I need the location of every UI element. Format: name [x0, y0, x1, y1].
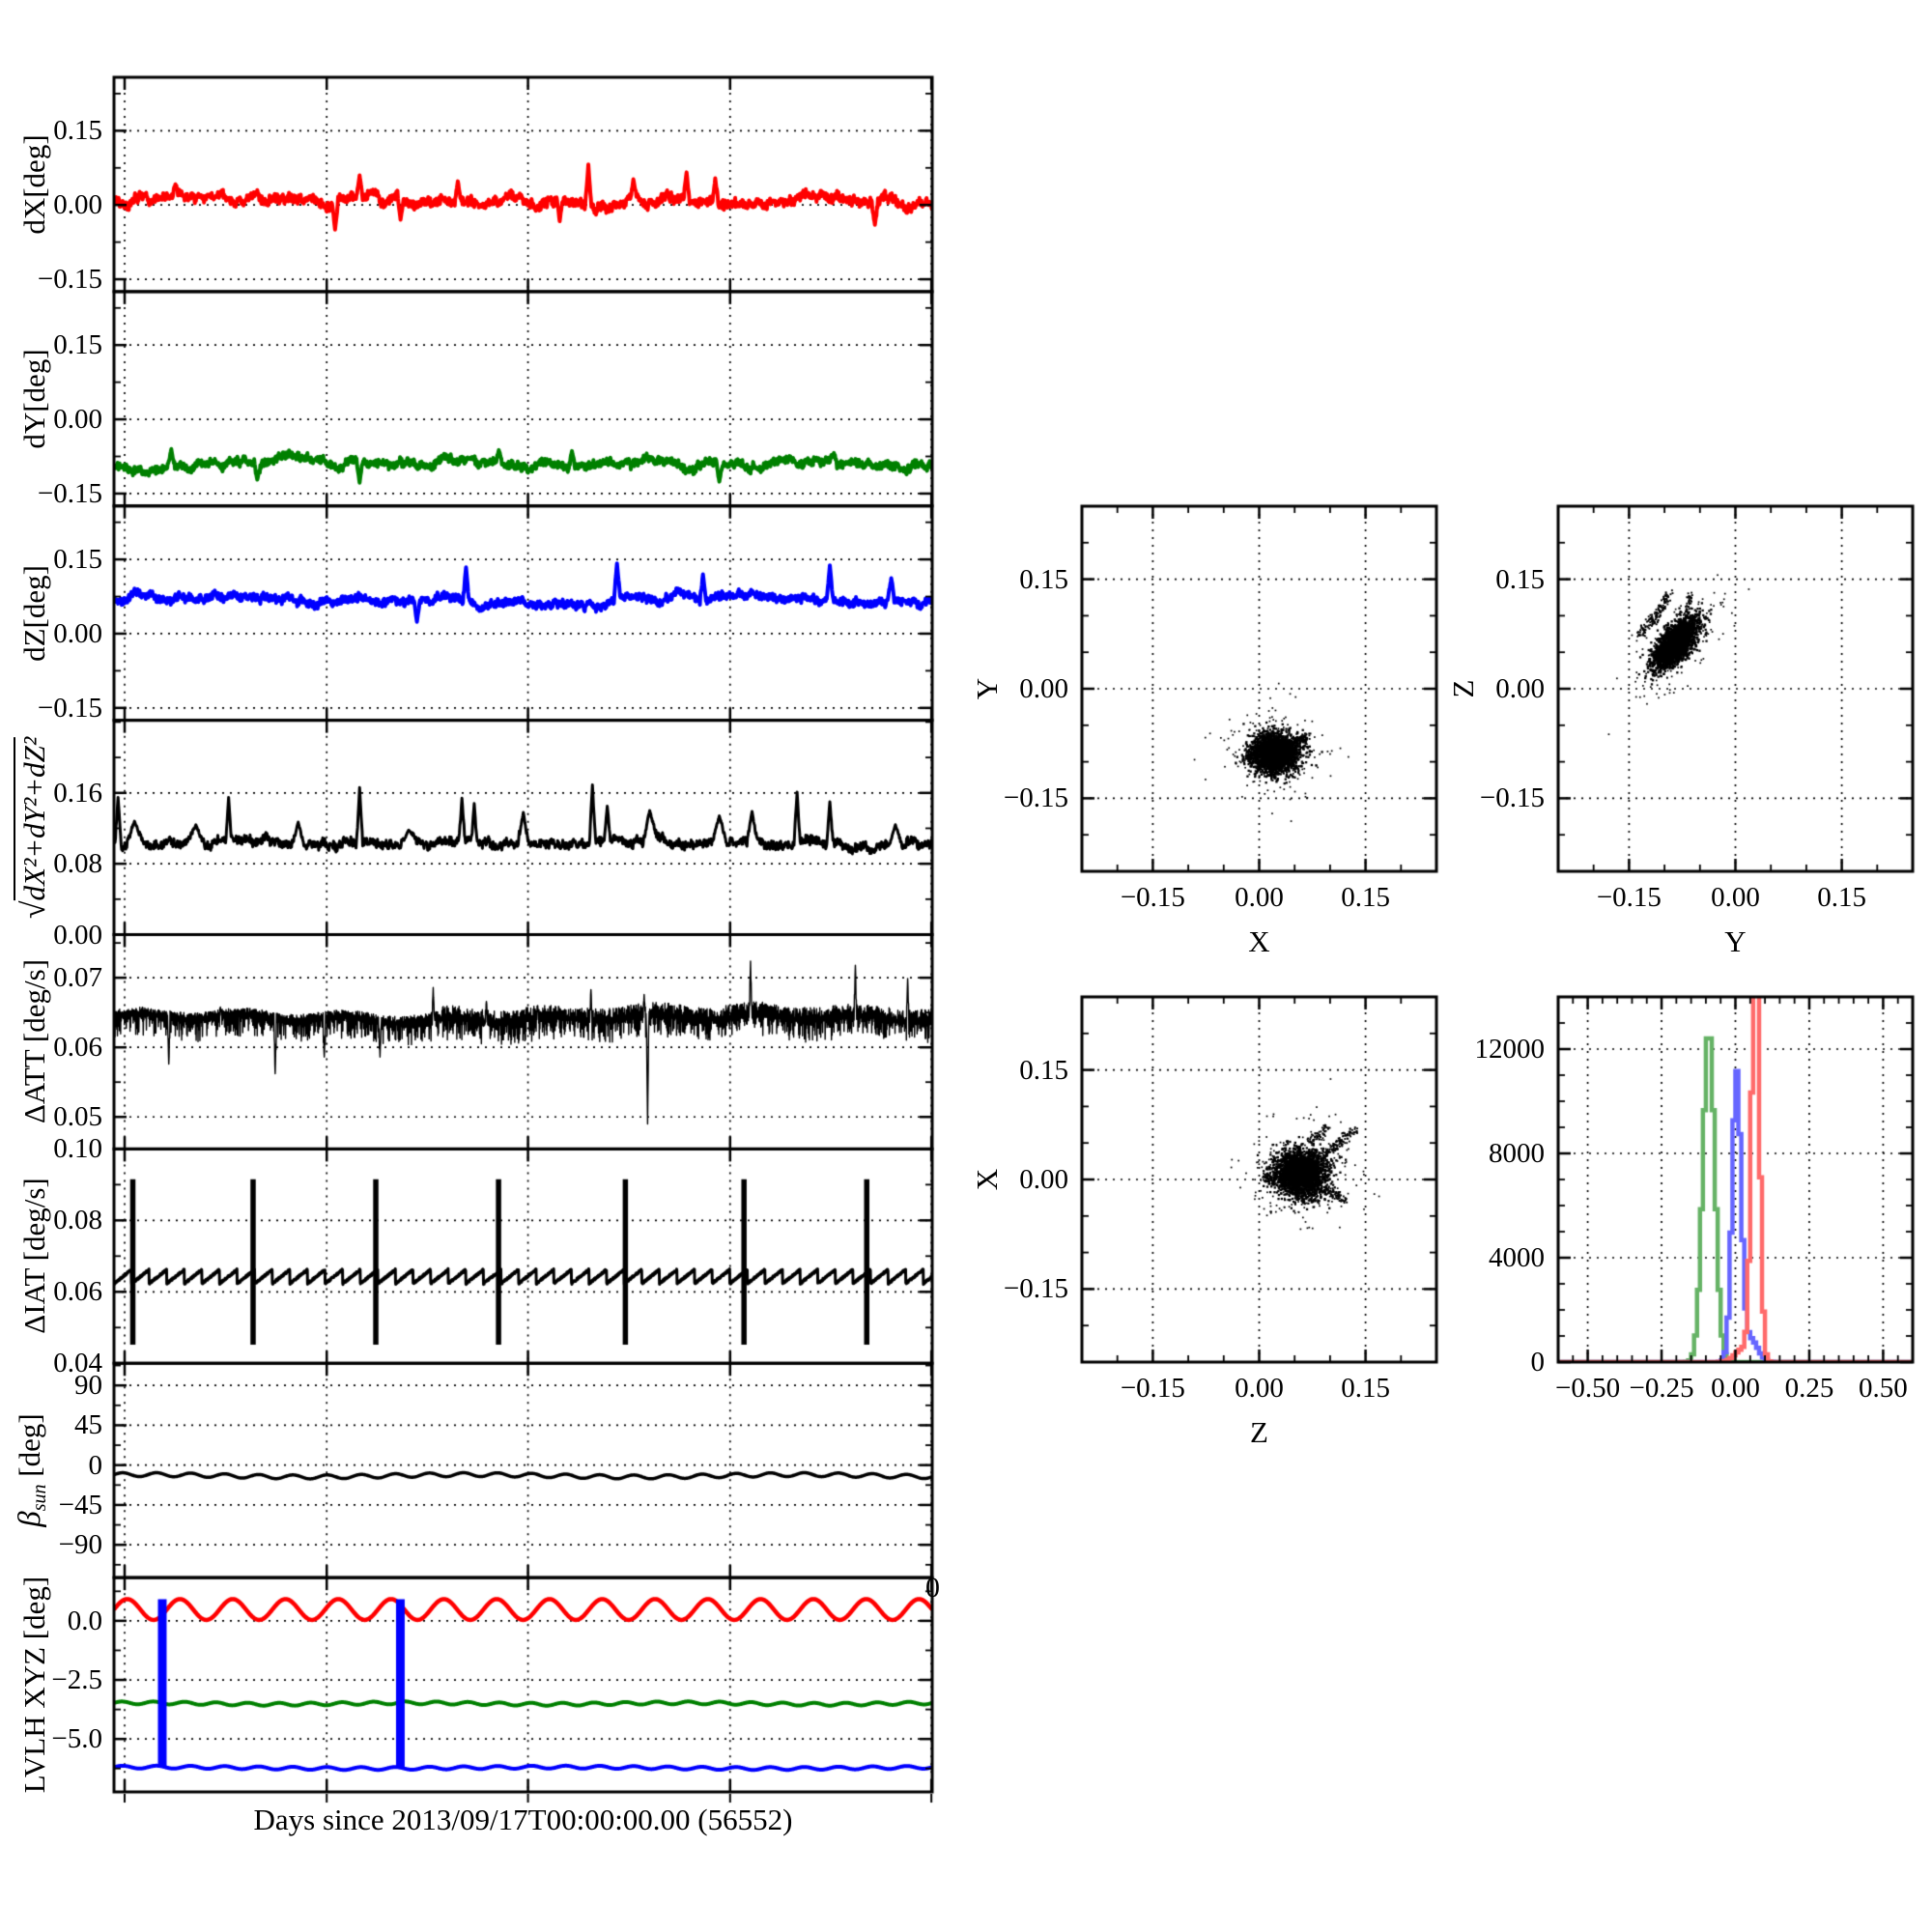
- y-tick-label-dz: −0.15: [37, 692, 102, 724]
- y-tick-label-dy: 0.15: [53, 329, 102, 361]
- y-tick-label-dz: 0.15: [53, 544, 102, 576]
- x-tick-label-scatter-zx: 0.15: [1341, 1373, 1390, 1404]
- plot-dx: [114, 77, 932, 292]
- sqrt-symbol: √: [16, 900, 52, 919]
- y-tick-label-scatter-zx: 0.15: [1019, 1054, 1068, 1086]
- y-tick-label-scatter-yz: 0.15: [1495, 563, 1545, 595]
- y-tick-label-scatter-zx: −0.15: [1003, 1273, 1068, 1305]
- stray-x-tick-label: 0: [925, 1572, 940, 1604]
- beta-subscript: sun: [29, 1484, 50, 1512]
- x-axis-label-scatter-zx: Z: [1250, 1415, 1268, 1449]
- x-tick-label-hist: 0.50: [1859, 1373, 1908, 1404]
- y-tick-label-iat: 0.10: [53, 1133, 102, 1165]
- y-axis-label-att: ΔATT [deg/s]: [17, 959, 51, 1124]
- x-tick-label-scatter-xy: 0.00: [1235, 882, 1284, 913]
- x-tick-label-scatter-zx: −0.15: [1120, 1373, 1185, 1404]
- x-axis-label-scatter-xy: X: [1248, 924, 1270, 958]
- x-axis-label: Days since 2013/09/17T00:00:00.00 (56552…: [253, 1803, 793, 1836]
- y-tick-label-bsun: −90: [58, 1529, 102, 1561]
- y-tick-label-hist: 0: [1530, 1347, 1546, 1378]
- y-tick-label-bsun: −45: [58, 1489, 102, 1520]
- y-tick-label-lvlh: 0.0: [67, 1605, 102, 1636]
- y-tick-label-iat: 0.06: [53, 1276, 102, 1308]
- y-tick-label-mag: 0.08: [53, 848, 102, 880]
- y-tick-label-att: 0.07: [53, 962, 102, 994]
- x-tick-label-hist: −0.25: [1629, 1373, 1694, 1404]
- y-tick-label-hist: 4000: [1489, 1242, 1545, 1273]
- y-tick-label-iat: 0.04: [53, 1348, 102, 1379]
- y-axis-label-lvlh: LVLH XYZ [deg]: [17, 1576, 51, 1794]
- y-tick-label-bsun: 90: [74, 1370, 102, 1402]
- y-axis-label-mag: √dX²+dY²+dZ²: [14, 736, 52, 919]
- beta-symbol: β: [13, 1511, 47, 1527]
- y-axis-label-scatter-yz: Z: [1446, 679, 1480, 698]
- plot-scatter-xy: [1082, 506, 1436, 871]
- y-tick-label-scatter-xy: 0.00: [1019, 673, 1068, 704]
- y-axis-label-scatter-zx: X: [970, 1168, 1004, 1191]
- plot-bsun: [114, 1363, 932, 1577]
- y-tick-label-dx: 0.00: [53, 189, 102, 221]
- y-tick-label-scatter-xy: 0.15: [1019, 563, 1068, 595]
- y-tick-label-scatter-yz: −0.15: [1479, 782, 1545, 814]
- y-tick-label-lvlh: −2.5: [51, 1664, 102, 1696]
- x-tick-label-hist: −0.50: [1555, 1373, 1621, 1404]
- y-tick-label-iat: 0.08: [53, 1205, 102, 1236]
- plot-lvlh: [114, 1577, 932, 1792]
- plot-dz: [114, 506, 932, 721]
- y-tick-label-bsun: 45: [74, 1409, 102, 1441]
- y-axis-label-bsun: βsun [deg]: [13, 1413, 56, 1527]
- y-tick-label-dy: −0.15: [37, 477, 102, 509]
- sqrt-body: dX²+dY²+dZ²: [14, 736, 51, 901]
- y-axis-label-dy: dY[deg]: [17, 349, 51, 449]
- y-tick-label-scatter-yz: 0.00: [1495, 673, 1545, 704]
- y-tick-label-att: 0.06: [53, 1032, 102, 1064]
- y-tick-label-lvlh: −5.0: [51, 1723, 102, 1755]
- y-axis-label-scatter-xy: Y: [970, 677, 1004, 700]
- y-tick-label-scatter-zx: 0.00: [1019, 1164, 1068, 1195]
- plot-scatter-zx: [1082, 997, 1436, 1362]
- scatter-xy-canvas: [1078, 502, 1440, 875]
- left-timeseries-canvas: [110, 73, 936, 1809]
- y-tick-label-bsun: 0: [88, 1449, 103, 1481]
- y-axis-label-dz: dZ[deg]: [17, 564, 51, 662]
- plot-dy: [114, 292, 932, 506]
- y-axis-label-dx: dX[deg]: [17, 134, 51, 235]
- x-tick-label-hist: 0.00: [1711, 1373, 1760, 1404]
- histogram-canvas: [1554, 993, 1917, 1366]
- y-tick-label-dy: 0.00: [53, 404, 102, 436]
- x-tick-label-scatter-xy: −0.15: [1120, 882, 1185, 913]
- y-tick-label-dx: −0.15: [37, 264, 102, 296]
- x-tick-label-scatter-yz: 0.15: [1817, 882, 1866, 913]
- scatter-yz-canvas: [1554, 502, 1917, 875]
- y-tick-label-att: 0.05: [53, 1101, 102, 1133]
- x-tick-label-hist: 0.25: [1784, 1373, 1834, 1404]
- y-tick-label-mag: 0.16: [53, 777, 102, 809]
- y-tick-label-scatter-xy: −0.15: [1003, 782, 1068, 814]
- x-tick-label-scatter-yz: 0.00: [1711, 882, 1760, 913]
- y-tick-label-dx: 0.15: [53, 115, 102, 147]
- x-tick-label-scatter-yz: −0.15: [1596, 882, 1662, 913]
- scatter-zx-canvas: [1078, 993, 1440, 1366]
- plot-mag: [114, 721, 932, 935]
- x-tick-label-scatter-zx: 0.00: [1235, 1373, 1284, 1404]
- y-tick-label-hist: 12000: [1474, 1034, 1546, 1065]
- plot-iat: [114, 1149, 932, 1363]
- plot-att: [114, 935, 932, 1150]
- plot-scatter-yz: [1558, 506, 1913, 871]
- x-tick-label-scatter-xy: 0.15: [1341, 882, 1390, 913]
- x-axis-label-scatter-yz: Y: [1724, 924, 1747, 958]
- y-tick-label-mag: 0.00: [53, 919, 102, 951]
- beta-unit: [deg]: [13, 1413, 46, 1485]
- y-axis-label-iat: ΔIAT [deg/s]: [17, 1178, 51, 1335]
- y-tick-label-dz: 0.00: [53, 617, 102, 649]
- y-tick-label-hist: 8000: [1489, 1138, 1545, 1169]
